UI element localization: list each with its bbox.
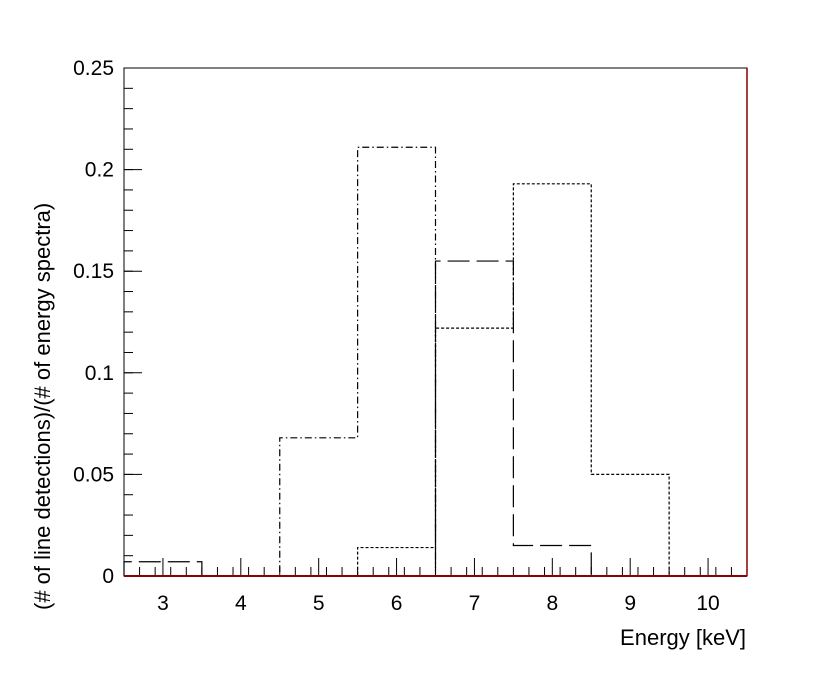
x-tick-label: 7	[469, 592, 481, 615]
x-tick-labels: 3 4 5 6 7 8 9 10	[157, 592, 720, 615]
y-tick-label: 0.05	[73, 463, 114, 486]
y-tick-label: 0.25	[73, 57, 114, 80]
x-tick-label: 9	[624, 592, 636, 615]
minor-ticks	[123, 67, 748, 577]
x-tick-label: 10	[696, 592, 719, 615]
y-tick-labels: 0 0.05 0.1 0.15 0.2 0.25	[73, 57, 114, 588]
y-axis-label: (# of line detections)/(# of energy spec…	[30, 203, 55, 610]
x-tick-label: 8	[546, 592, 558, 615]
y-tick-label: 0.2	[85, 159, 114, 182]
y-tick-label: 0	[102, 565, 114, 588]
y-tick-label: 0.15	[73, 260, 114, 283]
x-tick-label: 4	[235, 592, 247, 615]
x-tick-label: 6	[391, 592, 403, 615]
x-tick-label: 3	[157, 592, 169, 615]
histogram-series-dotted	[124, 183, 747, 577]
series-layer	[123, 146, 747, 577]
x-axis-label: Energy [keV]	[620, 625, 746, 650]
major-ticks	[124, 67, 709, 577]
x-tick-label: 5	[313, 592, 325, 615]
y-tick-label: 0.1	[85, 362, 114, 385]
